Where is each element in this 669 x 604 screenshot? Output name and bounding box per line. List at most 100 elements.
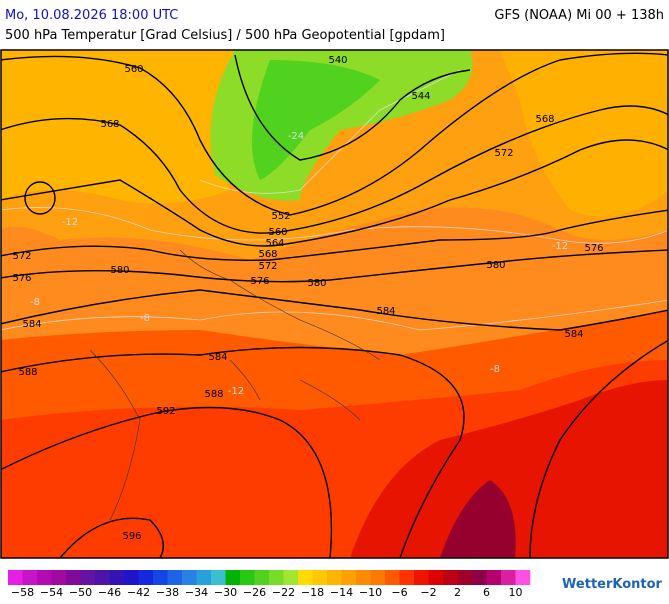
isotherm-label: -8 (30, 297, 40, 308)
color-swatch (414, 570, 429, 585)
contour (234, 54, 471, 161)
colorbar-label: 6 (483, 586, 490, 599)
color-swatch (196, 570, 212, 585)
color-swatch (341, 570, 357, 585)
datetime: Mo, 10.08.2026 18:00 UTC (5, 8, 178, 23)
logo: WetterKontor (562, 577, 663, 592)
color-swatch (240, 570, 255, 585)
color-swatch (37, 570, 52, 585)
contour-label: 588 (18, 367, 37, 378)
isotherm-label: -8 (140, 313, 150, 324)
contour (1, 346, 465, 558)
contour-label: 572 (494, 148, 513, 159)
color-swatch (167, 570, 183, 585)
contour-label: 584 (208, 352, 227, 363)
color-swatch (428, 570, 444, 585)
contour-label: 584 (564, 329, 583, 340)
contour-label: 584 (376, 306, 395, 317)
color-swatch (385, 570, 400, 585)
color-swatch (327, 570, 342, 585)
color-swatch (370, 570, 386, 585)
contour (1, 105, 668, 234)
colorbar-label: −22 (272, 586, 295, 599)
colorbar-label: −50 (69, 586, 92, 599)
subtitle: 500 hPa Temperatur [Grad Celsius] / 500 … (5, 28, 445, 43)
color-swatch (211, 570, 226, 585)
color-swatch (225, 570, 241, 585)
isotherm-label: -24 (288, 131, 304, 142)
colorbar-label: −42 (127, 586, 150, 599)
contour (1, 249, 668, 283)
colorbar-label: 2 (454, 586, 461, 599)
contour-label: 580 (307, 278, 326, 289)
colorbar: −58 −54 −50 −46 −42 −38 −34 −30 −26 −22 −18 −14 −10−… (8, 570, 531, 599)
color-swatch (95, 570, 110, 585)
color-swatch (109, 570, 125, 585)
color-swatch (66, 570, 81, 585)
temp-zone (350, 380, 668, 558)
contour-label: 588 (204, 389, 223, 400)
contour (1, 289, 668, 331)
contour (24, 181, 56, 215)
isotherm-label: -12 (228, 386, 244, 397)
contour-label: 544 (411, 91, 430, 102)
contour-label: 580 (110, 265, 129, 276)
color-swatch (283, 570, 299, 585)
color-swatch (443, 570, 458, 585)
contour-label: 572 (12, 251, 31, 262)
temp-zone (252, 60, 380, 180)
contour-label: 576 (250, 276, 269, 287)
colorbar-label: −2 (420, 586, 436, 599)
color-swatch (182, 570, 197, 585)
contour-label: 568 (100, 119, 119, 130)
color-swatch (153, 570, 168, 585)
isotherm-label: -8 (490, 364, 500, 375)
contour-label: 560 (268, 227, 287, 238)
colorbar-label: −54 (40, 586, 63, 599)
colorbar-label: −18 (301, 586, 324, 599)
map-frame (0, 49, 669, 559)
temp-zone (1, 50, 240, 204)
color-swatch (51, 570, 67, 585)
contour-label: 560 (124, 64, 143, 75)
contour-label: 576 (584, 243, 603, 254)
color-swatch (22, 570, 38, 585)
colorbar-label: −10 (359, 586, 382, 599)
contour-label: 580 (486, 260, 505, 271)
colorbar-label: 10 (509, 586, 523, 599)
colorbar-label: −26 (243, 586, 266, 599)
contour (1, 52, 668, 216)
contour-label: 568 (258, 249, 277, 260)
color-swatch (298, 570, 313, 585)
color-swatch (515, 570, 531, 585)
contour (1, 406, 333, 558)
contour-label: 540 (328, 55, 347, 66)
contour-label: 552 (271, 211, 290, 222)
color-swatch (124, 570, 139, 585)
model-run: GFS (NOAA) Mi 00 + 138h (494, 8, 664, 23)
color-swatch (356, 570, 371, 585)
isotherm (199, 69, 461, 194)
contour (1, 139, 668, 247)
colorbar-label: −6 (391, 586, 407, 599)
color-swatch (138, 570, 154, 585)
colorbar-label: −34 (185, 586, 208, 599)
color-swatch (8, 570, 23, 585)
color-swatch (80, 570, 96, 585)
isotherm (1, 299, 668, 331)
color-swatch (312, 570, 328, 585)
colorbar-label: −30 (214, 586, 237, 599)
contour-label: 564 (265, 238, 284, 249)
contour-label: 572 (258, 261, 277, 272)
color-swatch (254, 570, 270, 585)
colorbar-label: −14 (330, 586, 353, 599)
contour-label: 568 (535, 114, 554, 125)
contour-label: 576 (12, 273, 31, 284)
contour-label: 584 (22, 319, 41, 330)
temp-zone (500, 50, 668, 217)
color-swatch (501, 570, 516, 585)
temp-zone (440, 480, 516, 558)
contour (1, 209, 668, 261)
